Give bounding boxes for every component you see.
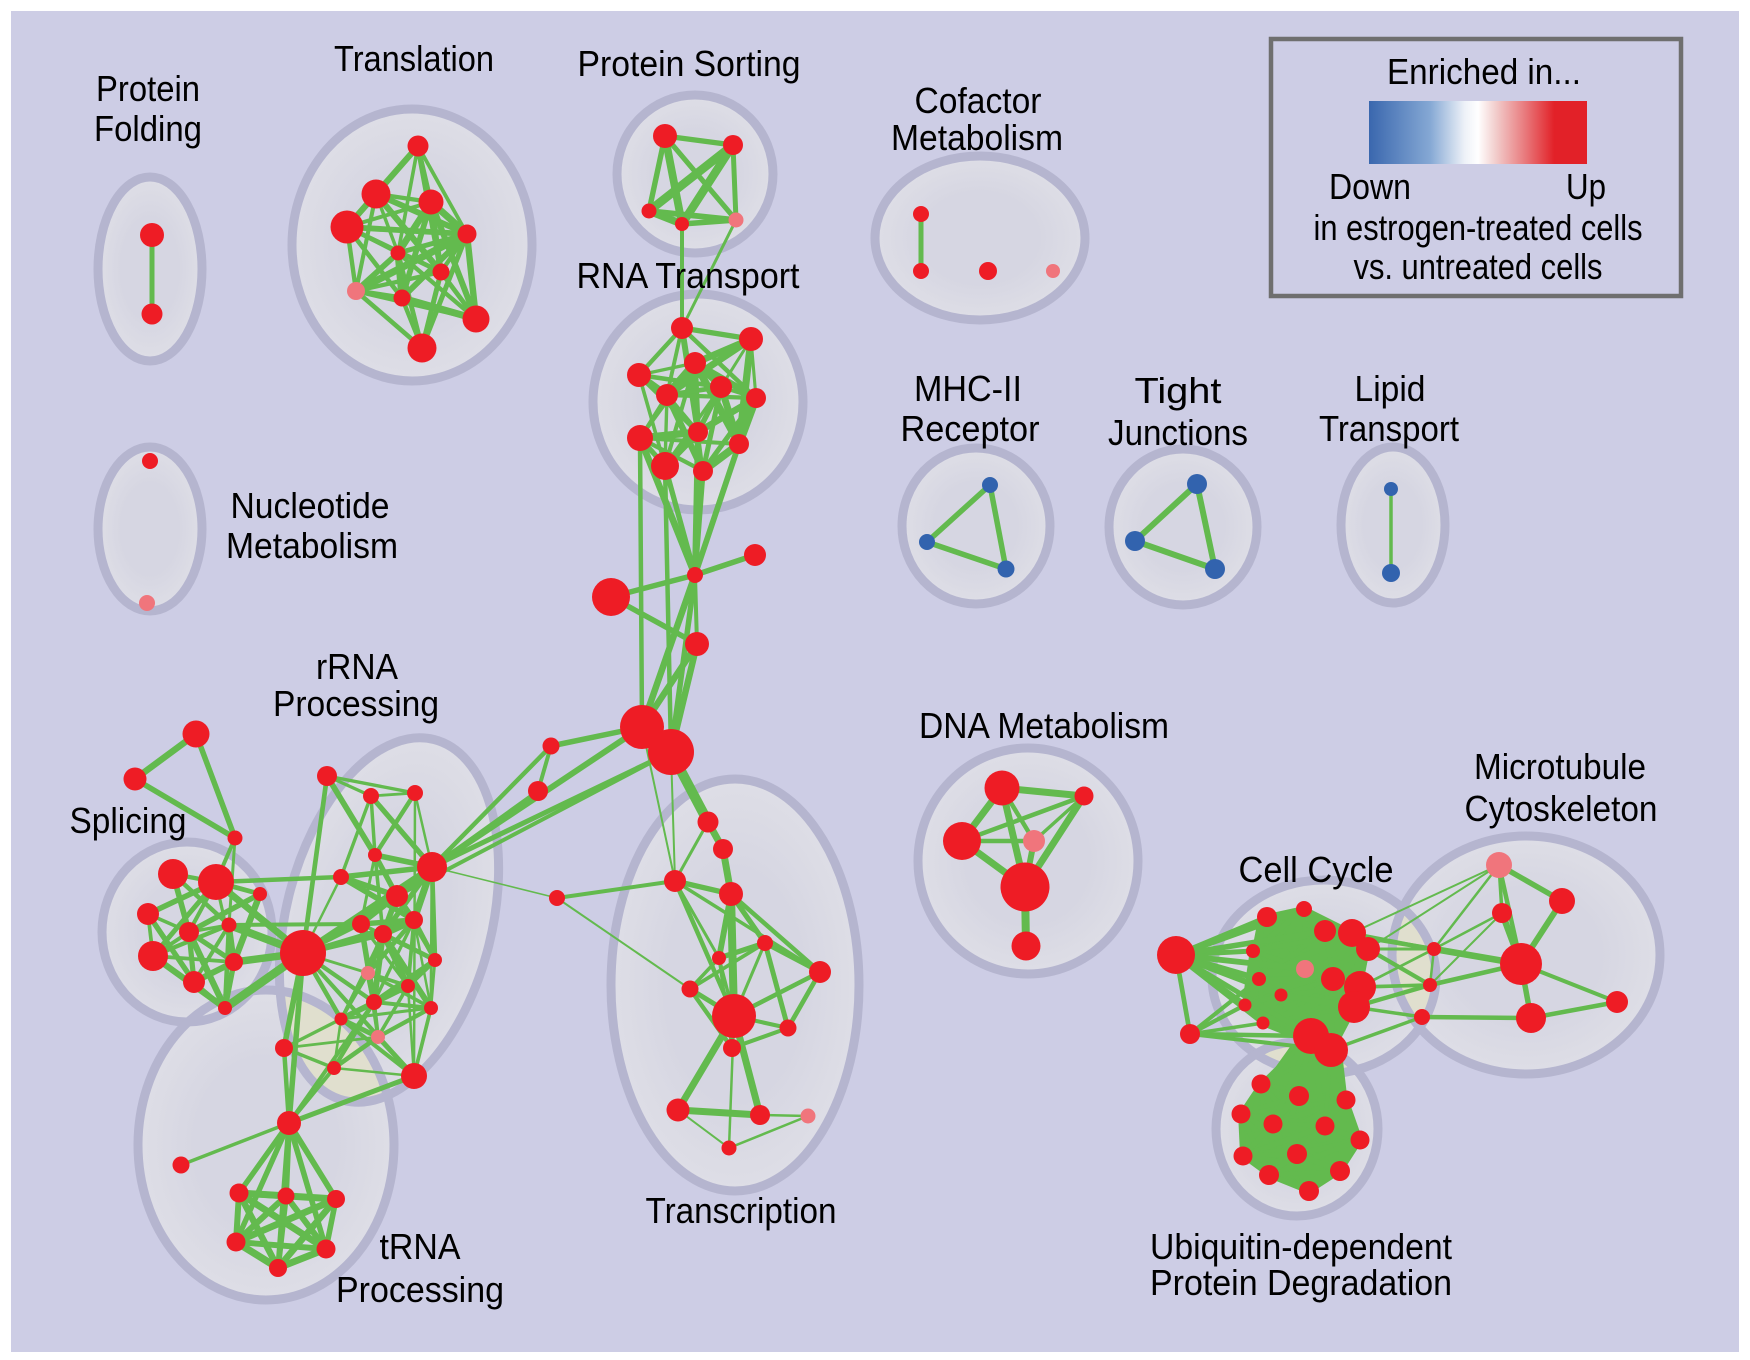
- svg-text:Protein Degradation: Protein Degradation: [1150, 1262, 1452, 1303]
- svg-text:Microtubule: Microtubule: [1474, 746, 1646, 787]
- svg-text:Cofactor: Cofactor: [915, 80, 1042, 121]
- svg-text:DNA Metabolism: DNA Metabolism: [919, 705, 1169, 746]
- svg-text:Receptor: Receptor: [901, 408, 1040, 449]
- svg-text:Metabolism: Metabolism: [226, 525, 398, 566]
- svg-text:Transcription: Transcription: [646, 1190, 837, 1231]
- svg-text:Protein Sorting: Protein Sorting: [578, 43, 801, 84]
- svg-text:Protein: Protein: [96, 68, 200, 109]
- svg-text:Nucleotide: Nucleotide: [231, 485, 390, 526]
- svg-text:Tight: Tight: [1135, 370, 1222, 411]
- svg-text:Translation: Translation: [334, 38, 494, 79]
- svg-text:tRNA: tRNA: [380, 1226, 461, 1267]
- svg-text:Junctions: Junctions: [1108, 412, 1248, 453]
- svg-text:Folding: Folding: [94, 108, 202, 149]
- svg-text:Splicing: Splicing: [70, 800, 187, 841]
- svg-text:Down: Down: [1329, 166, 1411, 207]
- svg-text:Metabolism: Metabolism: [891, 117, 1063, 158]
- svg-text:Cell Cycle: Cell Cycle: [1239, 849, 1394, 890]
- svg-text:in estrogen-treated cells: in estrogen-treated cells: [1314, 207, 1643, 248]
- svg-text:Lipid: Lipid: [1355, 368, 1426, 409]
- svg-text:RNA Transport: RNA Transport: [577, 255, 800, 296]
- svg-text:Transport: Transport: [1319, 408, 1459, 449]
- svg-text:rRNA: rRNA: [316, 646, 398, 687]
- svg-text:Up: Up: [1566, 166, 1606, 207]
- svg-text:MHC-II: MHC-II: [914, 368, 1022, 409]
- svg-text:Processing: Processing: [336, 1269, 504, 1310]
- svg-text:Ubiquitin-dependent: Ubiquitin-dependent: [1150, 1226, 1452, 1267]
- svg-text:Cytoskeleton: Cytoskeleton: [1465, 788, 1658, 829]
- svg-text:Processing: Processing: [273, 683, 439, 724]
- svg-text:Enriched in...: Enriched in...: [1387, 51, 1581, 92]
- svg-text:vs. untreated cells: vs. untreated cells: [1354, 246, 1603, 287]
